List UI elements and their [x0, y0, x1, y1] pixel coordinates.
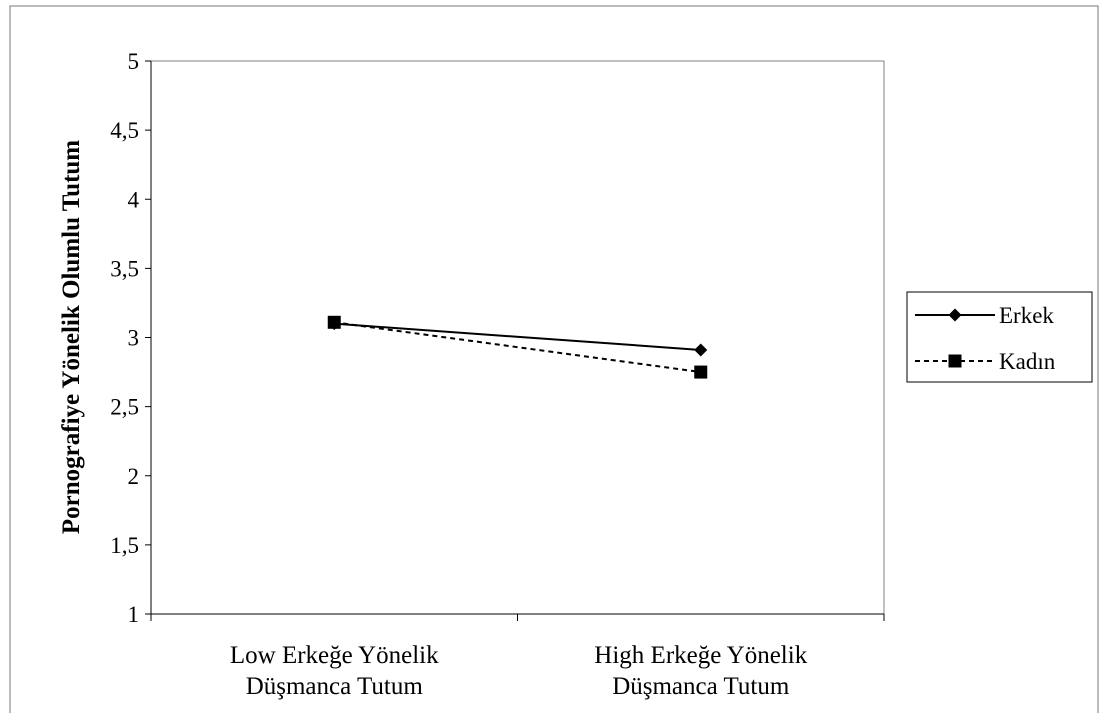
series-group	[327, 315, 708, 379]
data-point-diamond	[694, 343, 708, 357]
y-axis-label: Pornografiye Yönelik Olumlu Tutum	[58, 140, 85, 534]
y-tick-label: 1,5	[110, 533, 139, 558]
x-tick-label-line: Düşmanca Tutum	[246, 673, 424, 700]
legend-label: Kadın	[999, 349, 1056, 374]
x-tick-label: High Erkeğe Yönelik Düşmanca Tutum	[594, 642, 807, 700]
series-line	[334, 321, 701, 374]
y-tick-label: 2,5	[110, 395, 139, 420]
legend-box	[906, 291, 1093, 383]
chart-area-border	[9, 5, 1099, 713]
series-erkek	[327, 317, 708, 357]
series-kadın	[327, 315, 708, 379]
legend-marker-diamond	[948, 308, 962, 322]
y-axis: 1 1,5 2 2,5 3 3,5 4 4,5 5	[110, 49, 152, 627]
legend-entry: Kadın	[915, 349, 1056, 374]
y-tick-label: 3,5	[110, 256, 139, 281]
data-point-square	[694, 365, 708, 379]
x-tick-label: Low Erkeğe Yönelik Düşmanca Tutum	[230, 642, 439, 700]
series-line	[334, 322, 701, 351]
legend-label: Erkek	[999, 303, 1054, 328]
y-tick-label: 4	[128, 187, 140, 212]
legend: Erkek Kadın	[906, 291, 1093, 383]
y-tick-label: 5	[128, 49, 140, 74]
y-tick-label: 3	[128, 326, 140, 351]
y-tick-label: 1	[128, 602, 140, 627]
y-tick-label: 4,5	[110, 118, 139, 143]
legend-marker-square	[948, 354, 962, 368]
legend-entry: Erkek	[915, 303, 1054, 328]
x-tick-label-line: Düşmanca Tutum	[612, 673, 790, 700]
x-tick-label-line: High Erkeğe Yönelik	[594, 642, 807, 669]
data-point-square	[327, 315, 341, 329]
x-tick-label-line: Low Erkeğe Yönelik	[230, 642, 439, 669]
y-tick-label: 2	[128, 464, 140, 489]
